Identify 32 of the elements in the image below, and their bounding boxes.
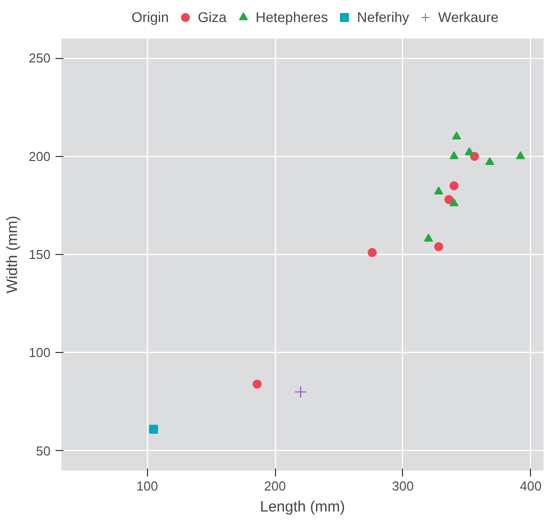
y-tick-label: 150 — [28, 247, 51, 262]
point — [464, 147, 474, 156]
point — [450, 198, 459, 206]
point — [452, 132, 462, 140]
x-tick-label: 300 — [392, 478, 414, 494]
y-tick-label: 50 — [36, 443, 51, 458]
legend-label: Neferihy — [356, 9, 410, 25]
legend-title: Origin — [131, 9, 169, 25]
point — [434, 242, 444, 252]
point — [485, 157, 494, 166]
point — [516, 151, 525, 160]
point — [368, 248, 377, 258]
point — [294, 386, 307, 398]
x-tick-label: 400 — [520, 478, 542, 494]
point — [444, 195, 454, 204]
y-tick-label: 250 — [28, 50, 51, 66]
point — [450, 181, 459, 190]
x-tick-label: 100 — [136, 478, 158, 494]
point — [149, 424, 158, 434]
point — [424, 234, 433, 242]
legend-label: Werkaure — [438, 9, 499, 25]
legend-label: Hetepheres — [256, 9, 328, 25]
point — [470, 152, 479, 161]
x-tick-label: 200 — [264, 478, 286, 494]
y-tick-label: 100 — [28, 345, 51, 360]
legend-label: Giza — [198, 9, 227, 25]
point — [252, 380, 262, 389]
point — [434, 186, 444, 194]
x-axis-title: Length (mm) — [260, 498, 346, 516]
y-tick-label: 200 — [28, 148, 51, 164]
y-axis-title: Width (mm) — [4, 216, 21, 294]
point — [450, 151, 459, 160]
